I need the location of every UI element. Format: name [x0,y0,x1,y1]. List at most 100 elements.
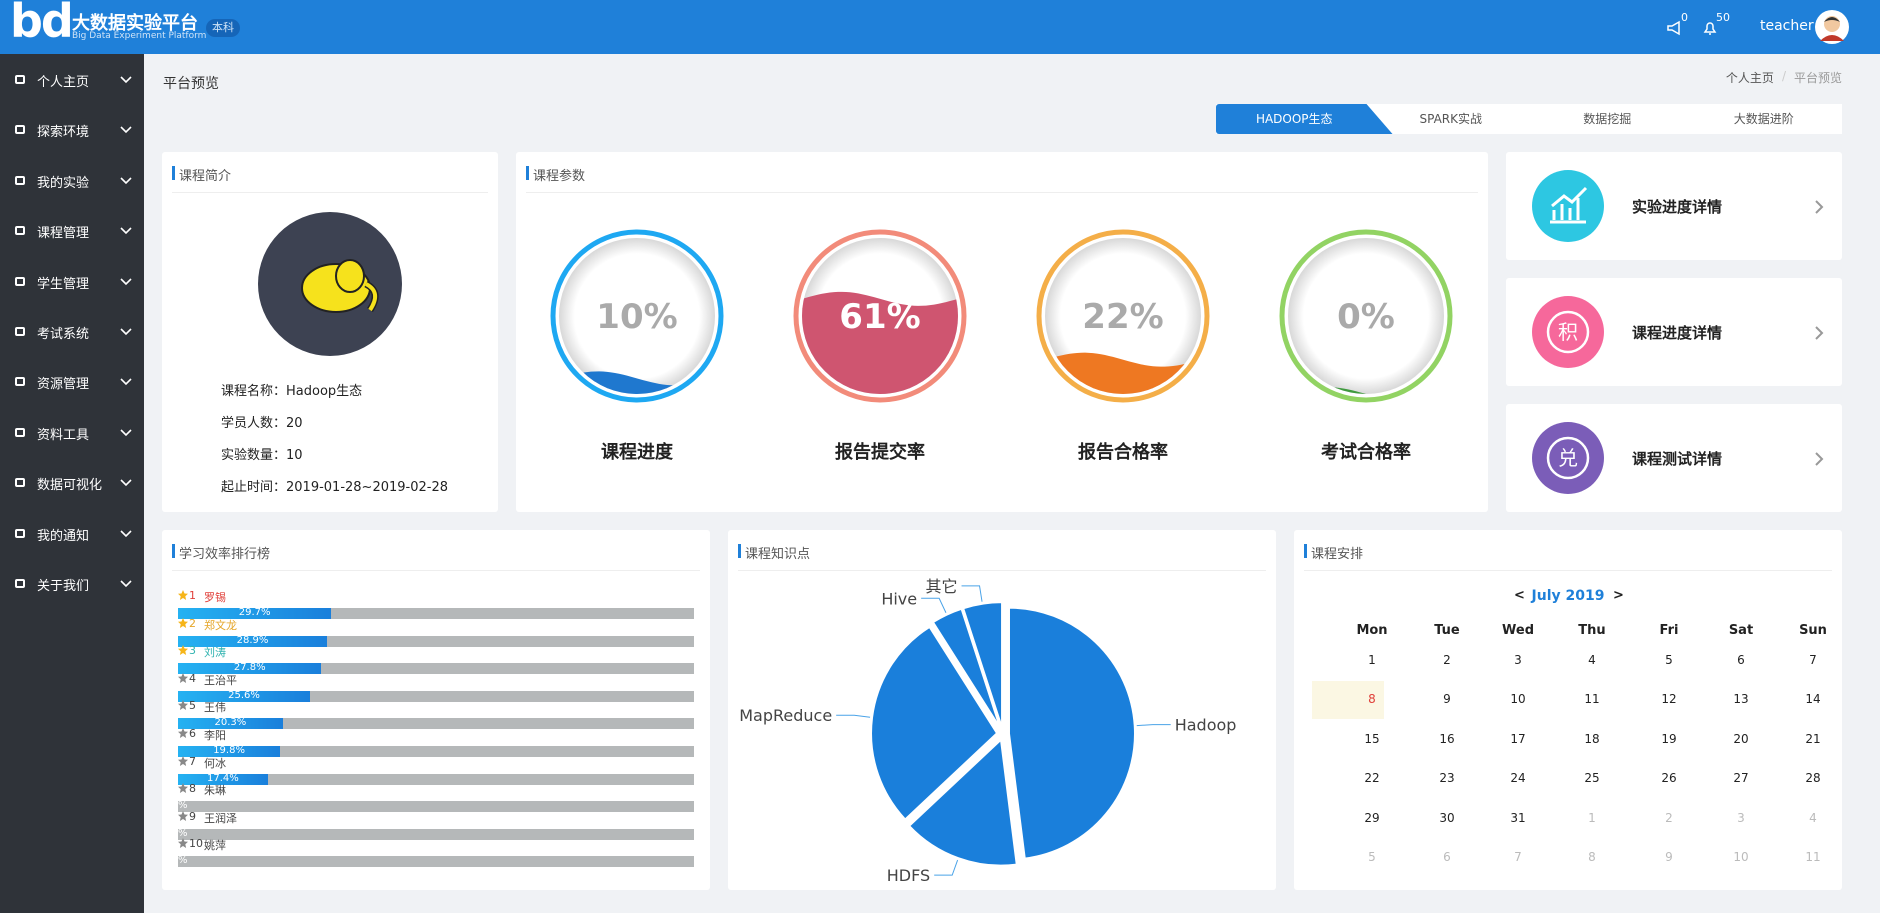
calendar-day[interactable]: 3 [1737,810,1745,825]
menu-icon [15,528,25,538]
calendar-day[interactable]: 8 [1368,692,1376,707]
calendar-day[interactable]: 18 [1584,731,1600,746]
calendar-day[interactable]: 25 [1584,771,1600,786]
calendar-day[interactable]: 5 [1665,653,1673,667]
calendar-day[interactable]: 30 [1439,810,1455,825]
calendar-day[interactable]: 10 [1733,850,1749,864]
menu-item[interactable]: 我的实验 [0,167,144,195]
calendar-day[interactable]: 21 [1805,731,1821,746]
menu-item[interactable]: 学生管理 [0,268,144,296]
calendar-day[interactable]: 4 [1809,810,1817,825]
calendar-day[interactable]: 2 [1443,653,1451,667]
detail-link[interactable]: 兑 课程测试详情 [1506,404,1842,512]
star [178,672,188,683]
breadcrumb-item[interactable]: 个人主页 [1725,71,1774,85]
chevron-line [1815,452,1824,466]
rank-value: 17.4% [207,772,239,784]
icon-chart [1550,186,1588,224]
star [178,617,188,628]
calendar-day[interactable]: 16 [1439,731,1455,746]
menu-item[interactable]: 我的通知 [0,520,144,548]
detail-link[interactable]: 实验进度详情 [1506,152,1842,260]
weekday: Thu [1578,623,1606,638]
menu-item[interactable]: 资源管理 [0,368,144,396]
rank-star [178,590,188,600]
calendar-day[interactable]: 5 [1368,850,1376,864]
calendar-day[interactable]: 29 [1364,810,1380,825]
chevron-line [120,378,132,386]
calendar-day[interactable]: 1 [1588,810,1596,825]
calendar-day[interactable]: 11 [1584,692,1600,707]
star [178,590,188,600]
menu-icon [15,478,25,488]
calendar-day[interactable]: 26 [1661,771,1677,786]
breadcrumb-item[interactable]: 平台预览 [1793,71,1842,85]
page-title: 平台预览 [163,76,219,92]
calendar-day[interactable]: 4 [1588,653,1596,667]
calendar-day[interactable]: 15 [1364,731,1380,746]
rank-name: 郑文龙 [204,618,237,632]
calendar-day[interactable]: 12 [1661,692,1677,707]
calendar-day[interactable]: 14 [1805,692,1821,707]
calendar-day[interactable]: 28 [1805,771,1821,786]
rank-value: 29.7% [238,607,271,618]
detail-link[interactable]: 积 课程进度详情 [1506,278,1842,386]
tab[interactable]: 大数据进阶 [1733,112,1794,126]
menu-label: 课程管理 [37,226,90,242]
calendar-next[interactable]: > [1613,588,1624,603]
breadcrumb: 个人主页 / 平台预览 [1726,69,1842,86]
calendar-day[interactable]: 8 [1588,850,1596,864]
tab[interactable]: SPARK实战 [1419,112,1482,126]
gauge-ring [1036,229,1210,403]
chevron [120,580,132,588]
rank-bar [178,718,283,730]
rank-value: % [178,800,188,812]
card-title: 课程简介 [179,169,232,184]
calendar-day[interactable]: 19 [1661,731,1677,746]
rank-value: 19.8% [213,745,245,756]
star [178,810,188,821]
calendar-day[interactable]: 1 [1368,653,1376,667]
pie-label: Hadoop [1175,716,1237,735]
calendar-day[interactable]: 6 [1443,850,1451,864]
calendar-day[interactable]: 11 [1805,850,1821,864]
app-subtitle: Big Data Experiment Platform [72,31,207,41]
chevron [120,328,132,336]
menu-item[interactable]: 个人主页 [0,66,144,94]
calendar-day[interactable]: 20 [1733,731,1749,746]
calendar-prev[interactable]: < [1514,588,1525,603]
tab[interactable]: HADOOP生态 [1255,112,1333,126]
calendar-day[interactable]: 7 [1809,653,1817,667]
calendar-day[interactable]: 17 [1510,731,1526,746]
calendar-day[interactable]: 9 [1665,850,1673,864]
link-chevron [1815,452,1824,466]
rank-star [178,838,188,849]
menu-label: 数据可视化 [37,478,103,494]
calendar-day[interactable]: 9 [1443,692,1451,707]
rank-number: 2 [189,616,196,630]
menu-item[interactable]: 数据可视化 [0,469,144,497]
calendar-day[interactable]: 13 [1733,692,1749,707]
calendar-day[interactable]: 22 [1364,771,1380,786]
tab[interactable]: 数据挖掘 [1583,112,1632,126]
calendar-day[interactable]: 23 [1439,771,1455,786]
pie-slice [907,737,1018,867]
calendar-day[interactable]: 24 [1510,771,1526,786]
menu-item[interactable]: 资料工具 [0,419,144,447]
menu-item[interactable]: 关于我们 [0,570,144,598]
calendar-day[interactable]: 31 [1510,810,1526,825]
chevron-line [120,530,132,537]
message-count: 50 [1716,11,1730,24]
calendar-day[interactable]: 2 [1665,810,1673,825]
calendar-day[interactable]: 6 [1737,653,1745,667]
chevron-line [120,328,132,336]
calendar-day[interactable]: 7 [1514,850,1522,864]
menu-item[interactable]: 课程管理 [0,217,144,245]
menu-item[interactable]: 考试系统 [0,318,144,346]
rank-value: 28.9% [236,634,269,646]
rank-name: 姚萍 [204,839,226,853]
calendar-day[interactable]: 10 [1510,692,1526,707]
calendar-day[interactable]: 27 [1733,771,1749,786]
calendar-day[interactable]: 3 [1514,653,1522,667]
menu-item[interactable]: 探索环境 [0,116,144,144]
